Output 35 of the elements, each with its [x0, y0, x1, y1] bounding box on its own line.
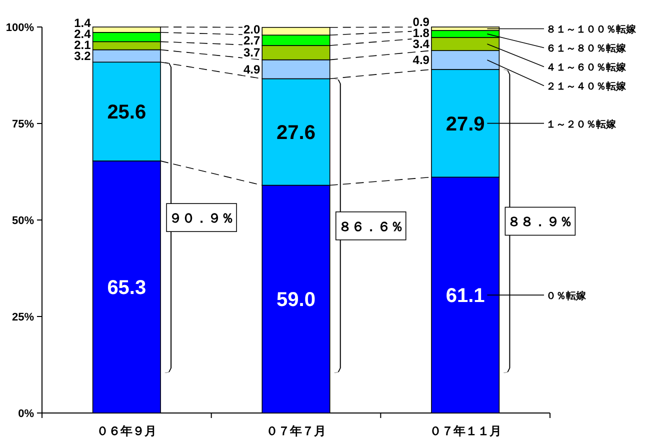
x-tick-label: ０７年１１月 [429, 424, 502, 438]
data-label: 4.9 [243, 62, 260, 76]
data-label: 4.9 [412, 53, 430, 68]
data-label: 1.8 [412, 26, 430, 40]
data-label: 61.1 [446, 285, 485, 308]
text: ８１～１００％転嫁 [546, 24, 637, 36]
data-label: 2.0 [243, 22, 260, 36]
data-label: 1.4 [74, 16, 92, 30]
data-label: 2.1 [74, 38, 92, 52]
x-tick-label: ０７年７月 [266, 424, 326, 438]
text: ６１～８０％転嫁 [546, 42, 627, 55]
y-tick-label: 50% [12, 215, 34, 227]
y-tick-label: 25% [12, 312, 34, 324]
data-label: 2.7 [243, 33, 260, 48]
data-label: 2.4 [74, 26, 92, 41]
data-label: 3.7 [243, 46, 260, 60]
data-label: 3.2 [74, 48, 92, 63]
data-label: 0.9 [412, 14, 430, 29]
data-label: 25.6 [107, 102, 146, 124]
annotation: ９０．９％ [169, 210, 234, 226]
text: ４１～６０％転嫁 [546, 62, 627, 74]
text: １～２０％転嫁 [546, 118, 617, 130]
text: ２１～４０％転嫁 [546, 80, 627, 93]
text: ０％転嫁 [546, 290, 587, 302]
y-tick-label: 75% [12, 118, 34, 130]
y-tick-label: 100% [6, 22, 34, 34]
data-label: 59.0 [276, 289, 316, 312]
annotation: ８８．９％ [508, 214, 573, 230]
annotation: ８６．６％ [338, 218, 404, 234]
y-tick-label: 0% [18, 408, 34, 420]
data-label: 27.6 [276, 122, 316, 144]
data-label: 3.4 [412, 36, 430, 51]
data-label: 65.3 [107, 276, 146, 299]
data-label: 27.9 [446, 113, 485, 136]
x-tick-label: ０６年９月 [96, 424, 157, 438]
